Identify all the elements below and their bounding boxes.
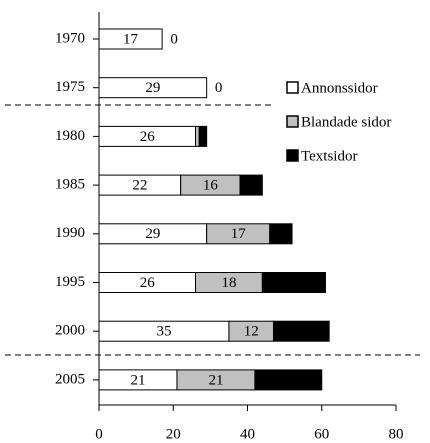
x-tick-label: 20 — [166, 426, 181, 442]
value-label: 17 — [286, 275, 302, 291]
value-label: 22 — [132, 178, 147, 194]
value-label: 6 — [277, 226, 285, 242]
x-tick-label: 0 — [95, 426, 103, 442]
value-label: 12 — [244, 324, 259, 340]
value-label: 15 — [294, 324, 309, 340]
value-label: 29 — [145, 80, 160, 96]
legend-swatch — [286, 149, 299, 162]
value-label: 29 — [145, 226, 160, 242]
value-label: 17 — [231, 226, 247, 242]
y-tick-label: 2000 — [55, 323, 85, 339]
value-label: 21 — [130, 372, 145, 388]
y-tick-label: 1995 — [55, 274, 85, 290]
y-tick-label: 1970 — [55, 30, 85, 46]
y-tick-label: 1985 — [55, 177, 85, 193]
bar — [195, 125, 200, 147]
value-label: 18 — [281, 372, 296, 388]
legend-label: Annonssidor — [301, 80, 378, 96]
value-label: 21 — [208, 372, 223, 388]
value-label: 16 — [203, 178, 219, 194]
bar — [272, 320, 330, 342]
y-tick-label: 1980 — [55, 128, 85, 144]
x-tick-label: 60 — [314, 426, 329, 442]
bar — [239, 174, 263, 196]
value-label: 0 — [170, 31, 178, 47]
bar — [98, 77, 208, 99]
legend-label: Textsidor — [301, 148, 357, 164]
value-label: 0 — [215, 80, 223, 96]
x-tick-label: 40 — [240, 426, 255, 442]
legend-label: Blandade sidor — [301, 114, 391, 130]
bar — [269, 223, 293, 245]
legend-swatch — [286, 115, 299, 128]
bar — [261, 272, 326, 293]
value-label: 35 — [156, 324, 171, 340]
y-tick-label: 2005 — [55, 371, 85, 387]
legend-swatch — [286, 81, 299, 94]
y-tick-label: 1990 — [55, 225, 85, 241]
value-label: 17 — [123, 31, 139, 47]
x-tick-label: 80 — [389, 426, 404, 442]
bar — [254, 369, 323, 391]
value-label: 26 — [140, 275, 156, 291]
value-label: 6 — [247, 178, 255, 194]
value-label: 26 — [140, 129, 156, 145]
bar — [198, 125, 208, 147]
bar — [98, 28, 163, 50]
y-tick-label: 1975 — [55, 79, 85, 95]
value-label: 18 — [221, 275, 236, 291]
